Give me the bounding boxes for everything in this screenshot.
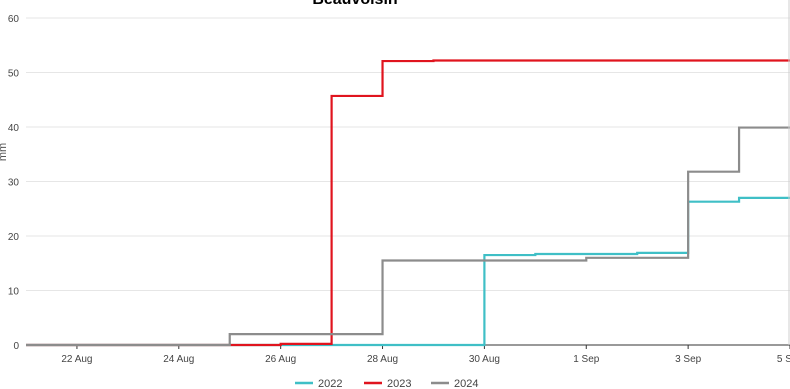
- y-tick-label: 0: [13, 341, 19, 352]
- x-tick-label: 5 Sep: [777, 354, 790, 365]
- x-tick-label: 1 Sep: [573, 354, 600, 365]
- chart-title: Beauvoisin: [312, 0, 397, 8]
- y-tick-label: 40: [8, 123, 20, 134]
- y-tick-label: 30: [8, 178, 20, 189]
- y-tick-label: 50: [8, 69, 20, 80]
- x-tick-label: 28 Aug: [367, 354, 398, 365]
- series-line-2022: [26, 196, 790, 347]
- x-tick-label: 3 Sep: [675, 354, 702, 365]
- y-tick-label: 20: [8, 232, 20, 243]
- legend-label: 2023: [387, 378, 411, 389]
- x-tick-label: 30 Aug: [469, 354, 500, 365]
- series-line-2023: [26, 59, 790, 347]
- x-tick-label: 24 Aug: [163, 354, 194, 365]
- x-tick-label: 22 Aug: [61, 354, 92, 365]
- legend-label: 2022: [318, 378, 342, 389]
- y-tick-label: 10: [8, 287, 20, 298]
- y-axis-label: mm: [0, 143, 9, 161]
- y-tick-label: 60: [8, 14, 20, 25]
- x-tick-label: 26 Aug: [265, 354, 296, 365]
- x-axis-ticks: 22 Aug 24 Aug 26 Aug 28 Aug 30 Aug 1 Sep 3 Sep…: [61, 345, 790, 365]
- legend-label: 2024: [454, 378, 478, 389]
- y-axis-ticks: 0 10 20 30 40 50 60: [8, 14, 20, 352]
- grid: [26, 17, 790, 346]
- series-lines: [26, 59, 790, 347]
- series-line-2024: [26, 126, 790, 347]
- legend: 2022 2023 2024: [295, 378, 478, 389]
